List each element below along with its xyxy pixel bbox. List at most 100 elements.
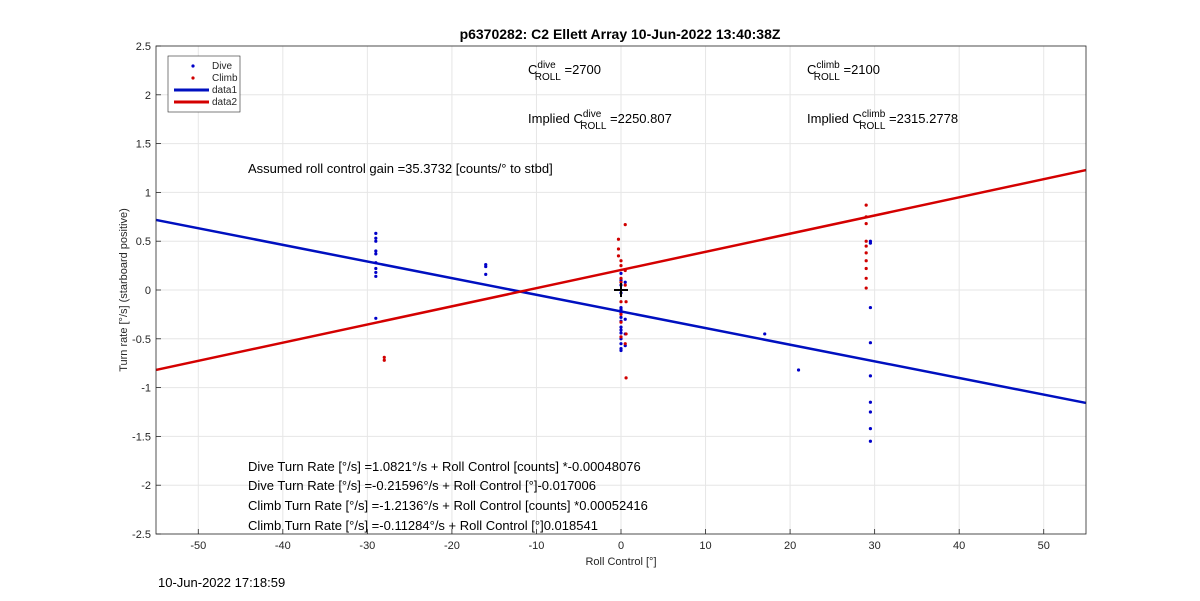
series-layer (155, 168, 1087, 443)
point-dive (619, 325, 623, 329)
point-climb (624, 300, 628, 304)
point-dive (868, 439, 873, 443)
legend-label-dive: Dive (212, 61, 232, 72)
point-dive (868, 426, 873, 431)
point-climb (864, 266, 868, 271)
point-climb (619, 276, 623, 280)
point-dive (868, 374, 873, 378)
x-tick-label: 20 (784, 540, 796, 552)
point-dive (374, 274, 378, 278)
y-tick-label: -0.5 (132, 334, 151, 346)
y-tick-label: 1 (145, 187, 151, 199)
c-roll-dive-label: Cdive ROLL =2700 (528, 60, 601, 83)
point-climb (616, 247, 621, 251)
legend-marker-climb (191, 76, 195, 80)
point-dive (763, 332, 767, 336)
footer-timestamp: 10-Jun-2022 17:18:59 (158, 575, 286, 590)
point-climb (623, 283, 627, 287)
y-tick-label: -1 (141, 383, 151, 395)
x-tick-label: -10 (529, 540, 545, 552)
point-dive (868, 400, 873, 404)
point-dive (374, 316, 378, 320)
implied-c-roll-dive-label: Implied Cdive ROLL =2250.807 (528, 109, 672, 132)
fit-line-data2 (155, 168, 1087, 372)
roll-gain-annotation: Assumed roll control gain =35.3732 [coun… (248, 161, 553, 176)
x-tick-label: 10 (699, 540, 711, 552)
point-dive (374, 261, 378, 265)
y-axis-ticks: -2.5 -2 -1.5 -1 -0.5 0 0.5 1 1.5 2 2.5 (132, 41, 161, 541)
point-dive (619, 271, 623, 276)
point-dive (868, 341, 873, 345)
point-dive (374, 270, 378, 275)
plot-frame (155, 45, 1087, 535)
dive-equation-degrees: Dive Turn Rate [°/s] =-0.21596°/s + Roll… (248, 478, 596, 493)
point-climb (864, 259, 868, 263)
point-dive (374, 252, 378, 256)
y-tick-label: 0.5 (136, 236, 151, 248)
x-tick-label: 40 (953, 540, 965, 552)
point-climb (616, 254, 621, 258)
c-roll-climb-label: Cclimb ROLL =2100 (807, 60, 880, 83)
point-climb (624, 376, 628, 380)
point-dive (619, 328, 623, 332)
point-dive (868, 241, 873, 245)
point-climb (864, 251, 868, 255)
legend-marker-dive (191, 64, 195, 68)
y-tick-label: 2.5 (136, 41, 151, 53)
point-dive (374, 249, 378, 253)
legend-label-climb: Climb (212, 73, 238, 84)
point-climb (619, 312, 623, 316)
point-climb (619, 259, 623, 263)
point-dive (796, 368, 801, 372)
legend-label-data2: data2 (212, 97, 237, 108)
point-climb (382, 358, 386, 362)
point-climb (864, 203, 868, 207)
point-climb (623, 342, 627, 346)
legend: Dive Climb data1 data2 (167, 55, 241, 113)
point-dive (619, 331, 623, 335)
point-dive (868, 305, 873, 310)
y-tick-label: -2.5 (132, 529, 151, 541)
point-climb (864, 215, 868, 219)
point-dive (374, 236, 378, 240)
point-climb (619, 264, 623, 268)
y-tick-label: -2 (141, 480, 151, 492)
point-climb (382, 355, 386, 359)
chart-title: p6370282: C2 Ellett Array 10-Jun-2022 13… (460, 26, 781, 42)
point-climb (619, 280, 623, 284)
point-dive (619, 348, 623, 353)
point-climb (864, 276, 868, 280)
point-dive (374, 266, 378, 271)
y-tick-label: 2 (145, 90, 151, 102)
point-dive (484, 272, 488, 276)
point-dive (619, 342, 623, 346)
legend-label-data1: data1 (212, 85, 237, 96)
point-climb (623, 268, 627, 273)
dive-equation-counts: Dive Turn Rate [°/s] =1.0821°/s + Roll C… (248, 459, 641, 474)
point-climb (619, 335, 623, 339)
y-axis-label: Turn rate [°/s] (starboard positive) (118, 208, 130, 372)
point-climb (619, 320, 623, 324)
point-climb (623, 223, 627, 227)
point-dive (619, 307, 623, 312)
x-tick-label: -20 (444, 540, 460, 552)
y-tick-label: 1.5 (136, 139, 151, 151)
x-axis-ticks: -50 -40 -30 -20 -10 0 10 20 30 40 50 (190, 529, 1050, 552)
x-tick-label: 50 (1038, 540, 1050, 552)
x-tick-label: 30 (869, 540, 881, 552)
point-climb (616, 237, 621, 241)
point-dive (374, 239, 378, 243)
point-climb (619, 300, 623, 304)
x-axis-label: Roll Control [°] (585, 556, 656, 568)
x-tick-label: -50 (190, 540, 206, 552)
x-tick-label: -30 (359, 540, 375, 552)
x-tick-label: 0 (618, 540, 624, 552)
climb-equation-degrees: Climb Turn Rate [°/s] =-0.11284°/s + Rol… (248, 518, 598, 533)
point-climb (864, 239, 868, 243)
y-tick-label: -1.5 (132, 431, 151, 443)
climb-equation-counts: Climb Turn Rate [°/s] =-1.2136°/s + Roll… (248, 498, 648, 513)
x-tick-label: -40 (275, 540, 291, 552)
point-dive (868, 410, 873, 414)
point-dive (623, 317, 627, 321)
